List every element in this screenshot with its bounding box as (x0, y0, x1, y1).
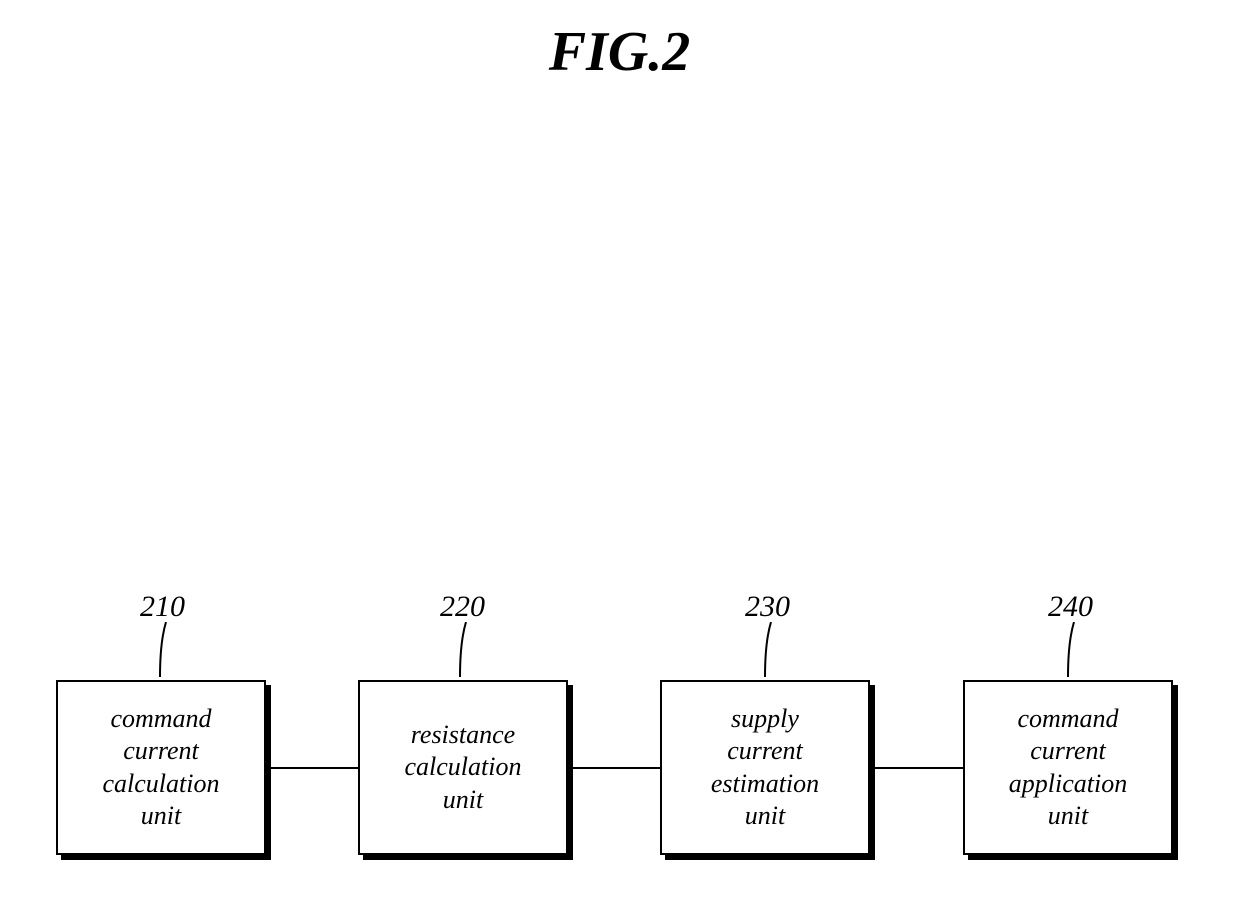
block-command-current-calculation: commandcurrentcalculationunit (56, 680, 266, 855)
block-label: resistancecalculationunit (405, 719, 522, 817)
connector-1-2 (266, 767, 358, 769)
block-command-current-application: commandcurrentapplicationunit (963, 680, 1173, 855)
block-resistance-calculation: resistancecalculationunit (358, 680, 568, 855)
ref-number-220: 220 (440, 590, 485, 624)
leader-line-240 (1066, 622, 1086, 680)
block-label: commandcurrentcalculationunit (103, 703, 220, 833)
leader-line-220 (458, 622, 478, 680)
block-diagram: 210 commandcurrentcalculationunit 220 re… (0, 660, 1239, 880)
block-supply-current-estimation: supplycurrentestimationunit (660, 680, 870, 855)
block-label: supplycurrentestimationunit (711, 703, 819, 833)
block-label: commandcurrentapplicationunit (1009, 703, 1127, 833)
ref-number-240: 240 (1048, 590, 1093, 624)
ref-number-230: 230 (745, 590, 790, 624)
leader-line-210 (158, 622, 178, 680)
leader-line-230 (763, 622, 783, 680)
figure-title: FIG.2 (549, 20, 691, 84)
connector-2-3 (568, 767, 660, 769)
connector-3-4 (870, 767, 963, 769)
ref-number-210: 210 (140, 590, 185, 624)
